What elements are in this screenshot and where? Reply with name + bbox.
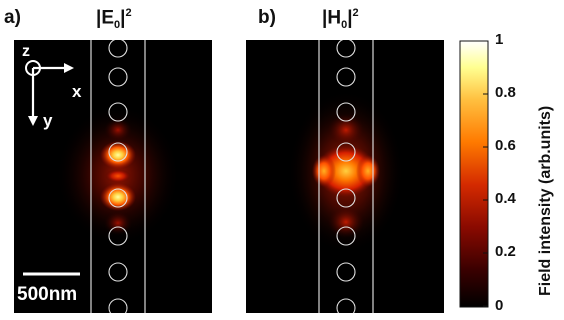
panel-a-title: |E0|2	[96, 7, 132, 32]
panel-a-hole	[108, 226, 128, 246]
panel-b-hole	[336, 67, 356, 87]
colorbar-title: Field intensity (arb.units)	[537, 105, 554, 296]
panel-a-lobe	[104, 118, 132, 142]
panel-b-hole	[336, 262, 356, 282]
colorbar-tick-label: 1	[495, 31, 504, 48]
panel-b-field-map	[246, 40, 444, 313]
panel-b-hole	[336, 298, 356, 313]
panel-b-lobe	[356, 155, 380, 187]
panel-b-lobe	[316, 145, 376, 197]
colorbar-tick-label: 0	[495, 297, 504, 314]
y-axis-arrowhead-icon	[28, 116, 38, 126]
panel-b-lobe	[312, 155, 336, 187]
panel-a-field-map: z x y	[14, 40, 212, 313]
panel-a-hole	[108, 102, 128, 122]
colorbar-tick-label: 0.2	[495, 243, 516, 260]
panel-a-hole	[108, 298, 128, 313]
panel-a-lobe	[100, 183, 136, 211]
panel-b-hole	[336, 40, 356, 58]
panel-b-lobe	[328, 206, 364, 238]
panel-b-title: |H0|2	[322, 7, 359, 32]
panel-a-tag: a)	[4, 7, 21, 28]
panel-a-lobe	[104, 211, 132, 235]
panel-b-hole	[336, 226, 356, 246]
colorbar-gradient	[459, 40, 489, 308]
x-axis-arrowhead-icon	[64, 63, 74, 73]
panel-b-hole	[336, 142, 356, 162]
z-axis-label: z	[22, 43, 30, 60]
panel-b-hole	[336, 188, 356, 208]
colorbar-tick-label: 0.6	[495, 137, 516, 154]
x-axis-label: x	[72, 82, 82, 101]
panel-a-lobe	[100, 141, 136, 169]
colorbar-tick-label: 0.4	[495, 190, 516, 207]
panel-a-hole	[108, 188, 128, 208]
colorbar	[459, 40, 489, 308]
panel-a-hole	[108, 142, 128, 162]
panel-a-lobe	[105, 169, 131, 183]
panel-b-lobe	[328, 114, 364, 146]
colorbar-tick-label: 0.8	[495, 84, 516, 101]
panel-a-hole	[108, 67, 128, 87]
scalebar-label: 500nm	[17, 284, 78, 305]
panel-a-hole	[108, 262, 128, 282]
panel-b-hole	[336, 102, 356, 122]
y-axis-label: y	[43, 111, 53, 130]
panel-a-hole	[108, 40, 128, 58]
panel-b-tag: b)	[258, 7, 276, 28]
